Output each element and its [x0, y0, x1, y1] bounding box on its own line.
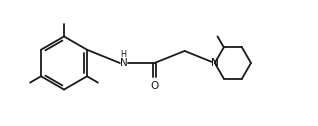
Text: H: H — [121, 50, 127, 59]
Text: N: N — [211, 58, 219, 68]
Text: N: N — [120, 58, 128, 68]
Text: N: N — [211, 58, 219, 68]
Text: O: O — [150, 81, 159, 91]
